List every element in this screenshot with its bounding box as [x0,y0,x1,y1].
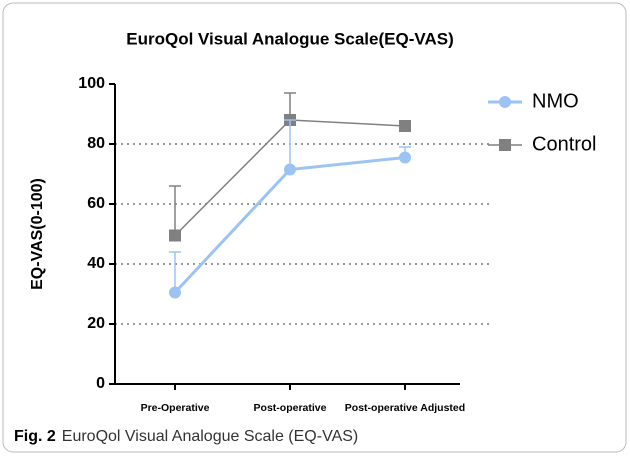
chart-title: EuroQol Visual Analogue Scale(EQ-VAS) [126,29,453,48]
x-tick-label: Pre-Operative [141,402,210,414]
x-tick-label: Post-operative [254,402,327,414]
marker [284,163,296,176]
caption-label: Fig. 2 [14,428,56,445]
caption-text: EuroQol Visual Analogue Scale (EQ-VAS) [62,428,358,445]
y-axis-label: EQ-VAS(0-100) [29,178,46,290]
x-tick-label: Post-operative Adjusted [345,402,465,414]
frame [2,2,627,453]
marker [499,139,511,151]
y-tick-label: 60 [87,195,105,212]
caption: Fig. 2 EuroQol Visual Analogue Scale (EQ-… [14,428,358,445]
marker [169,286,181,299]
y-tick-label: 40 [87,255,105,272]
marker [399,151,411,164]
marker [169,229,181,242]
y-tick-label: 0 [96,375,105,392]
y-tick-label: 20 [87,315,105,332]
y-tick-label: 100 [78,75,105,92]
legend-label: Control [532,133,596,155]
y-tick-label: 80 [87,135,105,152]
marker [399,120,411,132]
marker [499,96,511,108]
legend-label: NMO [532,90,579,112]
